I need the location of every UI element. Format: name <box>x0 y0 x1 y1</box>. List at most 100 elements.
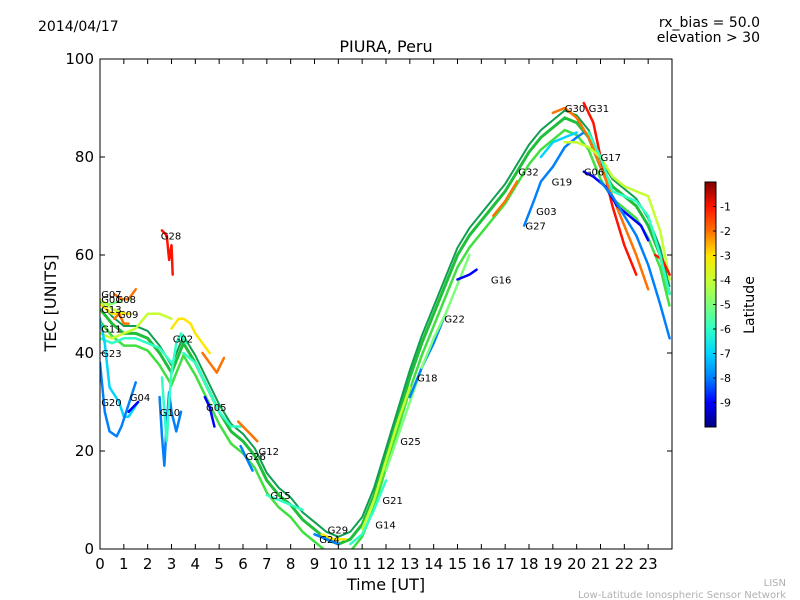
series-line-g30 <box>551 106 650 291</box>
x-tick-label: 15 <box>448 555 467 573</box>
series-label-g17: G17 <box>601 153 621 164</box>
series-line-g32 <box>492 180 519 218</box>
series-line-g05 <box>203 395 216 428</box>
series-label-g25: G25 <box>400 437 420 448</box>
series-line-g01b <box>100 337 173 365</box>
series-line-g12 <box>236 420 259 443</box>
x-tick-label: 9 <box>310 555 320 573</box>
series-line-g22 <box>420 253 471 369</box>
series-label-g21: G21 <box>382 496 402 507</box>
y-axis-label: TEC [UNITS] <box>41 255 60 353</box>
series-label-g31: G31 <box>589 104 609 115</box>
colorbar-tick-label: -4 <box>720 274 731 287</box>
y-tick-label: 40 <box>75 344 94 362</box>
colorbar: -1 -2 -3 -4 -5 -6 -7 -8 -9 <box>704 181 731 428</box>
series-label-g16: G16 <box>491 276 511 287</box>
series-label-g01: G01 <box>101 295 121 306</box>
x-tick-label: 19 <box>543 555 562 573</box>
colorbar-tick-label: -9 <box>720 397 731 410</box>
series-label-g10: G10 <box>160 408 180 419</box>
x-tick-label: 5 <box>214 555 224 573</box>
series-line-g17 <box>563 141 671 281</box>
date-label: 2014/04/17 <box>38 19 119 35</box>
series-label-g02: G02 <box>173 334 193 345</box>
colorbar-tick-label: -8 <box>720 372 731 385</box>
series-line-g26 <box>239 444 254 472</box>
series-line-g11 <box>100 312 173 340</box>
series-line-g29 <box>320 533 347 541</box>
series-label-g23: G23 <box>101 349 121 360</box>
series-label-g06: G06 <box>584 168 604 179</box>
x-tick-label: 22 <box>615 555 634 573</box>
x-tick-label: 21 <box>591 555 610 573</box>
x-tick-label: 1 <box>119 555 129 573</box>
colorbar-tick-label: -2 <box>720 225 731 238</box>
series-line-g09 <box>113 312 130 325</box>
x-tick-label: 16 <box>472 555 491 573</box>
series-label-g09: G09 <box>118 310 138 321</box>
series-label-g19: G19 <box>552 178 572 189</box>
x-tick-label: 4 <box>191 555 201 573</box>
series-line-g27 <box>522 165 555 227</box>
series-label-g24: G24 <box>319 535 339 546</box>
y-tick-label: 20 <box>75 442 94 460</box>
x-tick-label: 12 <box>376 555 395 573</box>
x-tick-label: 17 <box>496 555 515 573</box>
footer-lisn: LISN <box>764 578 786 589</box>
rx-bias-label: rx_bias = 50.0 <box>659 15 760 31</box>
series-line-g23 <box>100 317 140 418</box>
series-label-g04: G04 <box>130 393 150 404</box>
series-line-g20b <box>587 131 671 296</box>
x-axis-label: Time [UT] <box>346 575 425 594</box>
x-tick-label: 6 <box>238 555 248 573</box>
series-label-g30: G30 <box>565 104 585 115</box>
series-line-g13b <box>599 180 671 340</box>
series-line-g20 <box>100 361 137 438</box>
y-tick-label: 100 <box>65 50 94 68</box>
series-label-g13: G13 <box>101 305 121 316</box>
series-line-g14 <box>349 479 388 546</box>
x-tick-label: 20 <box>567 555 586 573</box>
x-tick-label: 7 <box>262 555 272 573</box>
colorbar-tick-label: -6 <box>720 323 731 336</box>
series-line-g15 <box>265 493 304 512</box>
y-tick-label: 0 <box>84 540 94 558</box>
series-line-g01 <box>100 297 126 316</box>
y-tick-label: 60 <box>75 246 94 264</box>
x-tick-label: 14 <box>424 555 443 573</box>
colorbar-label: Latitude <box>742 276 758 334</box>
series-line-g05b <box>182 351 245 428</box>
series-line-g03 <box>539 131 578 159</box>
series-line-g21 <box>360 386 412 531</box>
x-tick-label: 0 <box>95 555 105 573</box>
series-envelope-darkgreen <box>100 109 671 538</box>
x-tick-label: 13 <box>400 555 419 573</box>
series-label-g12: G12 <box>258 447 278 458</box>
series-label-g28: G28 <box>161 231 181 242</box>
footer-network: Low-Latitude Ionospheric Sensor Network <box>578 590 786 600</box>
x-tick-label: 11 <box>353 555 372 573</box>
series-label-g18: G18 <box>417 374 437 385</box>
colorbar-tick-label: -5 <box>720 299 731 312</box>
series-line-g08 <box>113 288 137 301</box>
series-label-g15: G15 <box>270 491 290 502</box>
series-label-g03: G03 <box>536 207 556 218</box>
series-label-g32: G32 <box>518 168 538 179</box>
series-label-g05: G05 <box>206 403 226 414</box>
x-tick-label: 23 <box>639 555 658 573</box>
series-line-g16 <box>456 268 478 281</box>
chart-title: PIURA, Peru <box>339 37 432 56</box>
series-label-g22: G22 <box>444 315 464 326</box>
colorbar-tick-label: -7 <box>720 348 731 361</box>
series-label-g14: G14 <box>375 521 395 532</box>
colorbar-tick-label: -3 <box>720 250 731 263</box>
series-line-g02 <box>170 317 211 355</box>
series-line-g27b <box>201 351 226 374</box>
series-label-g27: G27 <box>525 222 545 233</box>
series-line-g04 <box>127 400 140 414</box>
elevation-label: elevation > 30 <box>657 30 760 46</box>
series-label-g20: G20 <box>101 398 121 409</box>
series-label-g26: G26 <box>245 452 265 463</box>
